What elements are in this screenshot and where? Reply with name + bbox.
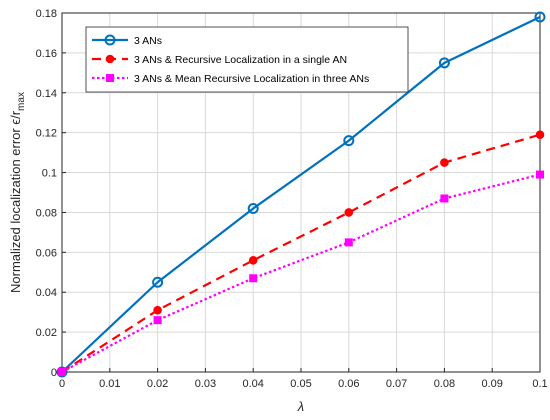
y-axis-label-main: Normalized localization error bbox=[8, 125, 23, 293]
y-tick-label: 0.14 bbox=[36, 88, 57, 100]
x-tick-label: 0.09 bbox=[481, 378, 502, 390]
series-line bbox=[61, 15, 541, 373]
data-point bbox=[106, 74, 114, 82]
data-point bbox=[153, 305, 162, 315]
series-layer bbox=[56, 11, 546, 378]
legend-box bbox=[85, 26, 409, 93]
legend-label: 3 ANs & Recursive Localization in a sing… bbox=[134, 54, 347, 66]
x-tick-label: 0.04 bbox=[242, 378, 263, 390]
legend-items: 3 ANs 3 ANs & Recursive Localization in a… bbox=[92, 34, 369, 85]
y-axis-label-sub: max bbox=[16, 92, 27, 111]
y-tick-label: 0.08 bbox=[36, 207, 57, 219]
data-point bbox=[438, 57, 450, 69]
y-axis-ticks: 0 0.02 0.04 0.06 0.08 0.1 0.12 0.14 0.16 0.18 bbox=[36, 8, 66, 379]
legend-item: 3 ANs & Mean Recursive Localization in t… bbox=[92, 73, 369, 85]
x-axis-ticks: 0 0.01 0.02 0.03 0.04 0.05 0.06 0.07 0.08 0.09 0.1 bbox=[59, 368, 548, 390]
x-tick-label: 0.1 bbox=[532, 378, 547, 390]
x-axis-label: λ bbox=[297, 399, 304, 414]
series-line bbox=[61, 173, 541, 373]
data-point bbox=[440, 194, 449, 203]
x-tick-label: 0.08 bbox=[434, 378, 455, 390]
data-point bbox=[343, 135, 355, 147]
legend-label: 3 ANs bbox=[134, 35, 162, 47]
data-point bbox=[536, 170, 544, 179]
x-tick-label: 0 bbox=[59, 378, 65, 390]
x-tick-label: 0.02 bbox=[147, 378, 168, 390]
data-point bbox=[105, 54, 115, 64]
y-tick-label: 0.12 bbox=[36, 128, 57, 140]
y-tick-label: 0.1 bbox=[42, 168, 57, 180]
data-point bbox=[344, 238, 353, 247]
x-tick-label: 0.03 bbox=[195, 378, 216, 390]
data-point bbox=[56, 366, 68, 378]
y-tick-label: 0 bbox=[51, 367, 57, 379]
data-point bbox=[247, 202, 259, 214]
y-tick-label: 0.16 bbox=[36, 48, 57, 60]
data-point bbox=[153, 316, 162, 325]
data-point bbox=[104, 34, 116, 46]
series-1 bbox=[56, 11, 546, 378]
y-tick-label: 0.06 bbox=[36, 247, 57, 259]
x-tick-label: 0.07 bbox=[386, 378, 407, 390]
legend-item: 3 ANs & Recursive Localization in a sing… bbox=[92, 54, 347, 66]
y-axis-label: Normalized localization error ϵ/rmax bbox=[8, 92, 27, 293]
x-tick-label: 0.01 bbox=[99, 378, 120, 390]
data-point bbox=[152, 276, 164, 288]
data-point bbox=[249, 274, 258, 283]
data-point bbox=[58, 368, 66, 376]
data-point bbox=[534, 11, 546, 23]
x-tick-label: 0.06 bbox=[338, 378, 359, 390]
legend-label: 3 ANs & Mean Recursive Localization in t… bbox=[134, 73, 369, 85]
data-point bbox=[535, 130, 545, 139]
data-point bbox=[440, 158, 449, 167]
y-tick-label: 0.02 bbox=[36, 327, 57, 339]
data-point bbox=[344, 208, 354, 217]
legend: 3 ANs 3 ANs & Recursive Localization in a… bbox=[85, 26, 409, 93]
series-line bbox=[61, 133, 541, 373]
y-tick-label: 0.04 bbox=[36, 287, 57, 299]
x-tick-label: 0.05 bbox=[290, 378, 311, 390]
series-3 bbox=[58, 170, 544, 376]
data-point bbox=[248, 256, 258, 265]
y-tick-label: 0.18 bbox=[36, 8, 57, 20]
legend-item: 3 ANs bbox=[92, 34, 162, 47]
y-axis-label-frac: ϵ/r bbox=[8, 110, 23, 124]
